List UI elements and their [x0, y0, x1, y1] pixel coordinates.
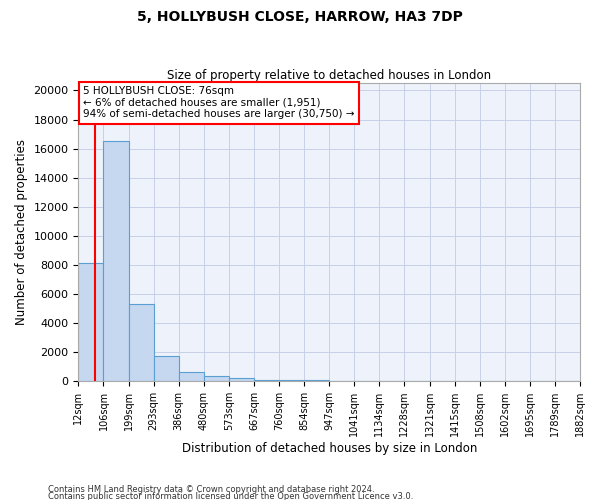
- Y-axis label: Number of detached properties: Number of detached properties: [15, 139, 28, 325]
- Bar: [329, 380, 354, 381]
- Bar: [254, 380, 279, 381]
- X-axis label: Distribution of detached houses by size in London: Distribution of detached houses by size …: [182, 442, 477, 455]
- Bar: [79, 264, 103, 381]
- Text: 5, HOLLYBUSH CLOSE, HARROW, HA3 7DP: 5, HOLLYBUSH CLOSE, HARROW, HA3 7DP: [137, 10, 463, 24]
- Bar: [103, 142, 128, 381]
- Bar: [154, 356, 179, 381]
- Text: 5 HOLLYBUSH CLOSE: 76sqm
← 6% of detached houses are smaller (1,951)
94% of semi: 5 HOLLYBUSH CLOSE: 76sqm ← 6% of detache…: [83, 86, 355, 120]
- Title: Size of property relative to detached houses in London: Size of property relative to detached ho…: [167, 69, 491, 82]
- Text: Contains HM Land Registry data © Crown copyright and database right 2024.: Contains HM Land Registry data © Crown c…: [48, 486, 374, 494]
- Bar: [204, 376, 229, 381]
- Bar: [179, 372, 204, 381]
- Bar: [304, 380, 329, 381]
- Text: Contains public sector information licensed under the Open Government Licence v3: Contains public sector information licen…: [48, 492, 413, 500]
- Bar: [279, 380, 304, 381]
- Bar: [128, 304, 154, 381]
- Bar: [229, 378, 254, 381]
